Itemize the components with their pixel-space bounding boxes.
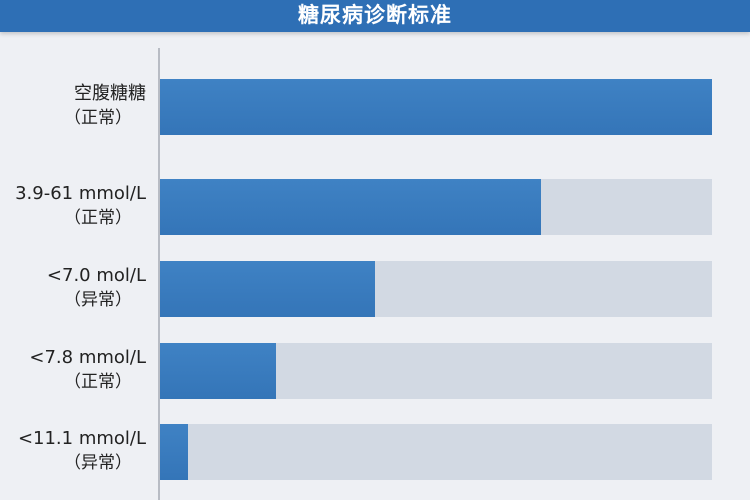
- chart-title: 糖尿病诊断标准: [298, 3, 452, 27]
- category-label-status: （正常）: [64, 372, 132, 392]
- category-label: 3.9-61 mmol/L （正常）: [0, 182, 146, 230]
- bar-track: [160, 261, 712, 317]
- category-label: <7.8 mmol/L （正常）: [0, 346, 146, 394]
- category-label-main: <11.1 mmol/L: [17, 428, 146, 449]
- category-label-status: （正常）: [64, 208, 132, 228]
- bar: [160, 424, 188, 480]
- category-label-main: <7.8 mmol/L: [29, 347, 146, 368]
- category-label-main: 3.9-61 mmol/L: [15, 183, 146, 204]
- y-axis-line: [158, 48, 160, 500]
- bar: [160, 179, 541, 235]
- category-label-status: （异常）: [64, 453, 132, 473]
- bar: [160, 343, 276, 399]
- bar-track: [160, 79, 712, 135]
- category-label-status: （异常）: [64, 290, 132, 310]
- title-bar: [0, 0, 750, 32]
- category-label: <7.0 mol/L （异常）: [0, 264, 146, 312]
- category-label: <11.1 mmol/L （异常）: [0, 427, 146, 475]
- bar-track: [160, 424, 712, 480]
- category-label: 空腹糖糖 （正常）: [0, 82, 146, 130]
- bar: [160, 261, 375, 317]
- category-label-main: <7.0 mol/L: [46, 265, 146, 286]
- bar-track: [160, 179, 712, 235]
- category-label-status: （正常）: [64, 108, 132, 128]
- bar-track: [160, 343, 712, 399]
- bar: [160, 79, 712, 135]
- category-label-main: 空腹糖糖: [74, 83, 146, 104]
